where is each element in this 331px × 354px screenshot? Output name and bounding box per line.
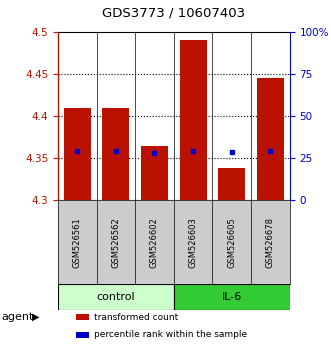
Bar <box>76 332 89 338</box>
Text: GSM526678: GSM526678 <box>266 217 275 268</box>
Text: GSM526561: GSM526561 <box>73 217 82 268</box>
FancyBboxPatch shape <box>58 285 174 310</box>
Text: ▶: ▶ <box>32 312 40 322</box>
Text: IL-6: IL-6 <box>221 292 242 302</box>
Text: GSM526603: GSM526603 <box>189 217 198 268</box>
FancyBboxPatch shape <box>174 285 290 310</box>
Text: transformed count: transformed count <box>94 313 178 322</box>
Bar <box>102 108 129 200</box>
Text: control: control <box>97 292 135 302</box>
Text: percentile rank within the sample: percentile rank within the sample <box>94 330 247 339</box>
Text: GDS3773 / 10607403: GDS3773 / 10607403 <box>102 6 245 19</box>
Bar <box>76 314 89 320</box>
Text: GSM526605: GSM526605 <box>227 217 236 268</box>
Bar <box>141 145 168 200</box>
Text: GSM526602: GSM526602 <box>150 217 159 268</box>
Text: GSM526562: GSM526562 <box>111 217 120 268</box>
Bar <box>257 78 284 200</box>
Bar <box>218 168 245 200</box>
Text: agent: agent <box>2 312 34 322</box>
Bar <box>179 40 207 200</box>
Bar <box>64 108 91 200</box>
